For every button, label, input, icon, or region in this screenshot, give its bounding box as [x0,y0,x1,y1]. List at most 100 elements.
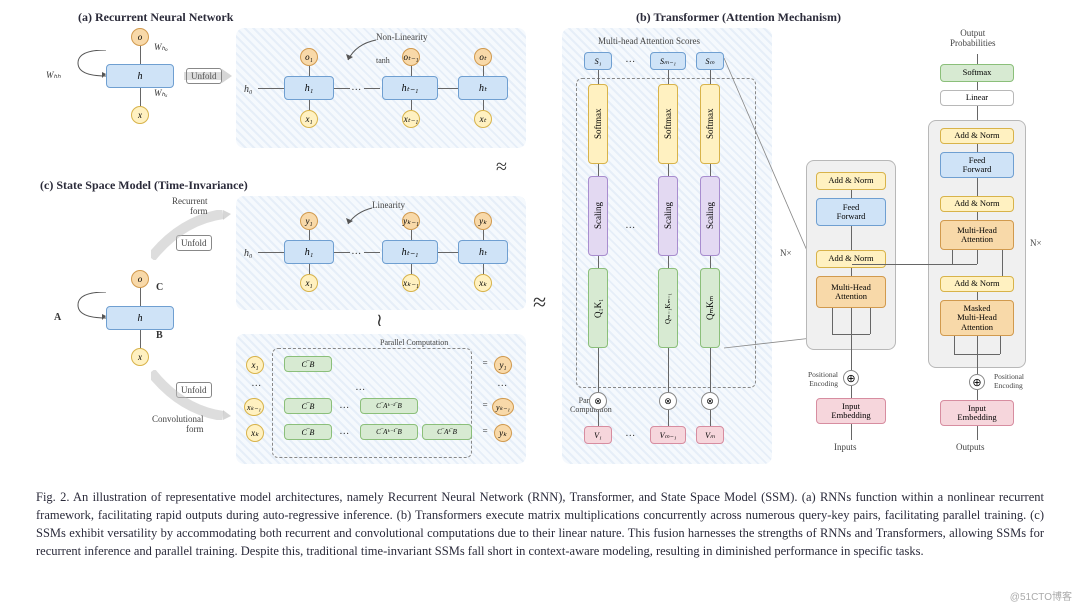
watermark: @51CTO博客 [1010,588,1072,603]
ssm-xk: xₖ [474,274,492,292]
rnn-h1: h₁ [284,76,334,100]
V-dots: … [626,428,635,439]
ssm-xkm1: xₖ₋₁ [402,274,420,292]
ssm-recurrent: h₀ h₁ y₁ x₁ … hₜ₋₁ yₖ₋₁ xₖ₋₁ hₜ yₖ xₖ [236,196,526,310]
ssm-A: A [54,312,61,323]
scaling-1: Scaling [588,176,608,256]
ssm-h1: h₁ [284,240,334,264]
rnn-compact: o Wₕₒ h Wₕₓ x Wₕₕ Unfold [36,28,236,148]
Sm: Sₘ [696,52,724,70]
caption-label: Fig. 2. [36,490,69,504]
enc-inputs: Inputs [834,442,857,452]
rnn-x1: x₁ [300,110,318,128]
rnn-x-node: x [131,106,149,124]
rnn-h-box: h [106,64,174,88]
conv-cab2: C‾Aᵏ⁻²‾B [360,398,418,414]
conv-cabk: C‾Aᵏ‾B [422,424,472,440]
softmax-2: Softmax [658,84,678,164]
Vm: Vₘ [696,426,724,444]
otimes-1: ⊗ [589,392,607,410]
lbl-whx: Wₕₓ [154,88,168,99]
QK-2: Qₘ₋₁Kₘ₋₁ [658,268,678,348]
conv-cb-1: C‾B [284,356,332,372]
ssm-hkm1: hₜ₋₁ [382,240,438,264]
ssm-h0: h₀ [244,248,252,259]
softmax-1: Softmax [588,84,608,164]
rnn-xtm1: xₜ₋₁ [402,110,420,128]
otimes-3: ⊗ [701,392,719,410]
approx-cb: ≈ [533,290,546,317]
enc-addnorm1: Add & Norm [816,172,886,190]
conv-form-lbl: Convolutional form [152,414,204,434]
ssm-o: o [131,270,149,288]
unfold-c2: Unfold [176,382,212,398]
figure-area: (a) Recurrent Neural Network (b) Transfo… [36,10,1044,480]
rnn-h0: h₀ [244,84,252,95]
scaling-2: Scaling [658,176,678,256]
unfold-c1: Unfold [176,235,212,251]
rnn-htm1: hₜ₋₁ [382,76,438,100]
rnn-hx-line [140,88,141,106]
rnn-dots1: … [352,82,361,93]
title-c: (c) State Space Model (Time-Invariance) [40,178,248,193]
enc-posenc: Positional Encoding [780,370,838,388]
conv-xk: xₖ [246,424,264,442]
conv-x1: x₁ [246,356,264,374]
conv-xkm1: xₖ₋₁ [244,398,264,416]
lbl-who: Wₕₒ [154,42,168,53]
conv-ykk: yₖ [494,424,512,442]
ssm-yk: yₖ [474,212,492,230]
rnn-o-node: o [131,28,149,46]
dec-an2: Add & Norm [940,196,1014,212]
conv-y1: y₁ [494,356,512,374]
ssm-conv-rows: x₁ C‾B = y₁ … … … xₖ₋₁ C‾B … C‾Aᵏ⁻²‾B = … [236,334,526,464]
dec-an1: Add & Norm [940,128,1014,144]
conv-ykm1: yₖ₋₁ [492,398,514,416]
otimes-2: ⊗ [659,392,677,410]
ssm-x: x [131,348,149,366]
conv-cab: C‾Aᵏ⁻¹‾B [360,424,418,440]
approx-ac: ≈ [496,156,507,179]
S1: S₁ [584,52,612,70]
QK-1: Q₁K₁ [588,268,608,348]
out-prob: Output Probabilities [950,28,996,48]
rnn-oh-line [140,46,141,64]
V1: V₁ [584,426,612,444]
unfold-a-label: Unfold [186,68,222,84]
recurrent-form-lbl: Recurrent form [172,196,207,216]
conv-cb-2: C‾B [284,398,332,414]
enc-Nx: N× [780,248,792,258]
rnn-ot: oₜ [474,48,492,66]
dec-possum: ⊕ [969,374,985,390]
QK-3: QₘKₘ [700,268,720,348]
dec-Nx: N× [1030,238,1042,248]
encoder-stack: N× Add & Norm Feed Forward Add & Norm Mu… [800,160,902,470]
decoder-stack: Output Probabilities Softmax Linear N× A… [922,28,1032,470]
attn-title: Multi-head Attention Scores [598,36,700,46]
dec-ff: Feed Forward [940,152,1014,178]
enc-inputemb: Input Embedding [816,398,886,424]
rnn-ht: hₜ [458,76,508,100]
ssm-dots: … [352,246,361,257]
ssm-C: C [156,282,163,293]
dec-inputemb: Input Embedding [940,400,1014,426]
wreath: ≀ [376,310,383,331]
dec-mmha: Masked Multi-Head Attention [940,300,1014,336]
dec-an3: Add & Norm [940,276,1014,292]
softmax-3: Softmax [700,84,720,164]
dec-mha: Multi-Head Attention [940,220,1014,250]
rnn-xt: xₜ [474,110,492,128]
enc-possum: ⊕ [843,370,859,386]
scaling-3: Scaling [700,176,720,256]
rnn-otm1: oₜ₋₁ [402,48,420,66]
caption-text: An illustration of representative model … [36,490,1044,558]
dec-posenc: Positional Encoding [994,372,1052,390]
title-b: (b) Transformer (Attention Mechanism) [636,10,841,25]
enc-ff: Feed Forward [816,198,886,226]
conv-cb-3: C‾B [284,424,332,440]
dec-linear: Linear [940,90,1014,106]
rnn-o1: o₁ [300,48,318,66]
ssm-h: h [106,306,174,330]
rnn-unrolled: h₀ h₁ o₁ x₁ … hₜ₋₁ oₜ₋₁ xₜ₋₁ hₜ oₜ xₜ [236,28,526,148]
title-a: (a) Recurrent Neural Network [78,10,233,25]
